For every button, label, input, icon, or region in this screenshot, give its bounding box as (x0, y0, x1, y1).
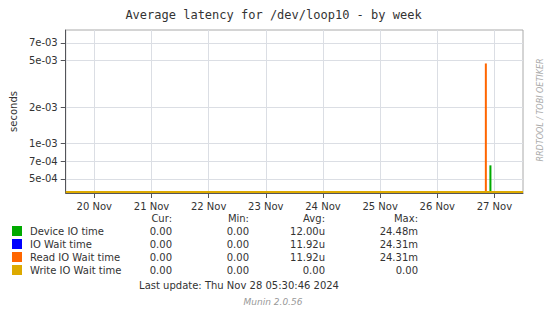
svg-text:0.00: 0.00 (227, 226, 249, 237)
svg-text:5e-04: 5e-04 (29, 173, 58, 184)
svg-text:24.48m: 24.48m (380, 226, 418, 237)
svg-text:Munin 2.0.56: Munin 2.0.56 (244, 297, 303, 307)
svg-text:2e-03: 2e-03 (29, 102, 58, 113)
svg-text:Device IO time: Device IO time (30, 226, 104, 237)
svg-text:11.92u: 11.92u (290, 252, 325, 263)
svg-text:0.00: 0.00 (227, 252, 249, 263)
svg-text:20 Nov: 20 Nov (77, 201, 113, 212)
svg-text:0.00: 0.00 (396, 265, 418, 276)
svg-text:25 Nov: 25 Nov (362, 201, 398, 212)
svg-text:Min:: Min: (228, 213, 249, 224)
svg-text:seconds: seconds (8, 91, 19, 132)
svg-text:0.00: 0.00 (303, 265, 325, 276)
svg-text:Last update: Thu Nov 28 05:30:: Last update: Thu Nov 28 05:30:46 2024 (139, 280, 339, 291)
svg-text:IO Wait time: IO Wait time (30, 239, 92, 250)
svg-text:Max:: Max: (394, 213, 418, 224)
svg-text:12.00u: 12.00u (290, 226, 325, 237)
svg-text:27 Nov: 27 Nov (477, 201, 513, 212)
svg-text:7e-04: 7e-04 (29, 156, 58, 167)
svg-text:RRDTOOL / TOBI OETIKER: RRDTOOL / TOBI OETIKER (536, 58, 545, 161)
svg-text:0.00: 0.00 (227, 265, 249, 276)
svg-text:24.31m: 24.31m (380, 252, 418, 263)
svg-text:Read IO Wait time: Read IO Wait time (30, 252, 120, 263)
svg-text:0.00: 0.00 (150, 226, 172, 237)
svg-text:24 Nov: 24 Nov (305, 201, 341, 212)
svg-text:11.92u: 11.92u (290, 239, 325, 250)
svg-text:7e-03: 7e-03 (29, 37, 58, 48)
svg-text:Write IO Wait time: Write IO Wait time (30, 265, 121, 276)
svg-text:Avg:: Avg: (303, 213, 325, 224)
svg-text:1e-03: 1e-03 (29, 138, 58, 149)
svg-text:0.00: 0.00 (150, 265, 172, 276)
svg-text:23 Nov: 23 Nov (248, 201, 284, 212)
svg-text:22 Nov: 22 Nov (191, 201, 227, 212)
svg-text:21 Nov: 21 Nov (134, 201, 170, 212)
svg-text:26 Nov: 26 Nov (420, 201, 456, 212)
svg-text:Average latency for /dev/loop1: Average latency for /dev/loop10 - by wee… (125, 8, 422, 22)
svg-text:0.00: 0.00 (227, 239, 249, 250)
svg-text:0.00: 0.00 (150, 252, 172, 263)
svg-text:24.31m: 24.31m (380, 239, 418, 250)
svg-text:5e-03: 5e-03 (29, 55, 58, 66)
svg-text:Cur:: Cur: (151, 213, 172, 224)
svg-text:0.00: 0.00 (150, 239, 172, 250)
